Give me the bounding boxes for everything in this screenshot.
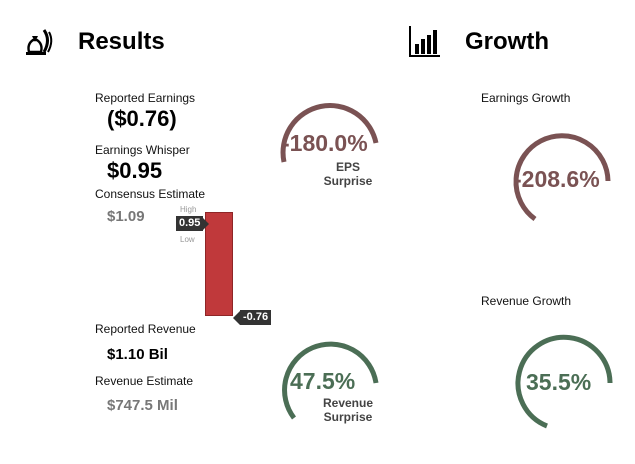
reported-revenue-value: $1.10 Bil — [107, 346, 168, 363]
earnings-whisper-label: Earnings Whisper — [95, 143, 190, 157]
revenue-estimate-value: $747.5 Mil — [107, 397, 178, 414]
consensus-estimate-label: Consensus Estimate — [95, 187, 206, 201]
earnings-growth-label: Earnings Growth — [481, 91, 571, 105]
eps-surprise-value: -180.0% — [282, 130, 368, 156]
revenue-surprise-line2: Surprise — [323, 410, 373, 424]
actual-tag: -0.76 — [240, 310, 272, 325]
reported-earnings-label: Reported Earnings — [95, 91, 196, 105]
earnings-growth-gauge — [513, 133, 611, 222]
consensus-estimate-value: $1.09 — [107, 208, 145, 225]
range-low-label: Low — [180, 235, 195, 244]
revenue-growth-gauge — [515, 334, 613, 429]
earnings-whisper-value: $0.95 — [107, 158, 163, 183]
eps-surprise-label: EPS Surprise — [316, 160, 380, 188]
revenue-growth-label: Revenue Growth — [481, 294, 572, 308]
whisper-tag-pointer — [202, 217, 209, 231]
money-bag-icon — [26, 29, 53, 55]
bar-chart-icon — [409, 26, 440, 57]
revenue-estimate-label: Revenue Estimate — [95, 374, 194, 388]
revenue-surprise-line1: Revenue — [322, 396, 374, 410]
revenue-surprise-label: Revenue Surprise — [316, 396, 380, 424]
results-title: Results — [78, 28, 165, 55]
eps-surprise-gauge — [280, 103, 379, 163]
eps-surprise-line1: EPS — [335, 160, 360, 174]
earnings-growth-value: -208.6% — [514, 166, 600, 192]
actual-tag-pointer — [233, 311, 240, 325]
revenue-surprise-gauge — [282, 341, 379, 420]
whisper-tag: 0.95 — [176, 216, 204, 231]
growth-title: Growth — [465, 28, 549, 55]
revenue-growth-value: 35.5% — [526, 369, 592, 395]
reported-earnings-value: ($0.76) — [107, 106, 177, 131]
reported-revenue-label: Reported Revenue — [95, 322, 196, 336]
range-high-label: High — [180, 205, 197, 214]
revenue-surprise-value: 47.5% — [290, 368, 356, 394]
eps-surprise-line2: Surprise — [323, 174, 373, 188]
earnings-range-bar — [205, 212, 233, 316]
